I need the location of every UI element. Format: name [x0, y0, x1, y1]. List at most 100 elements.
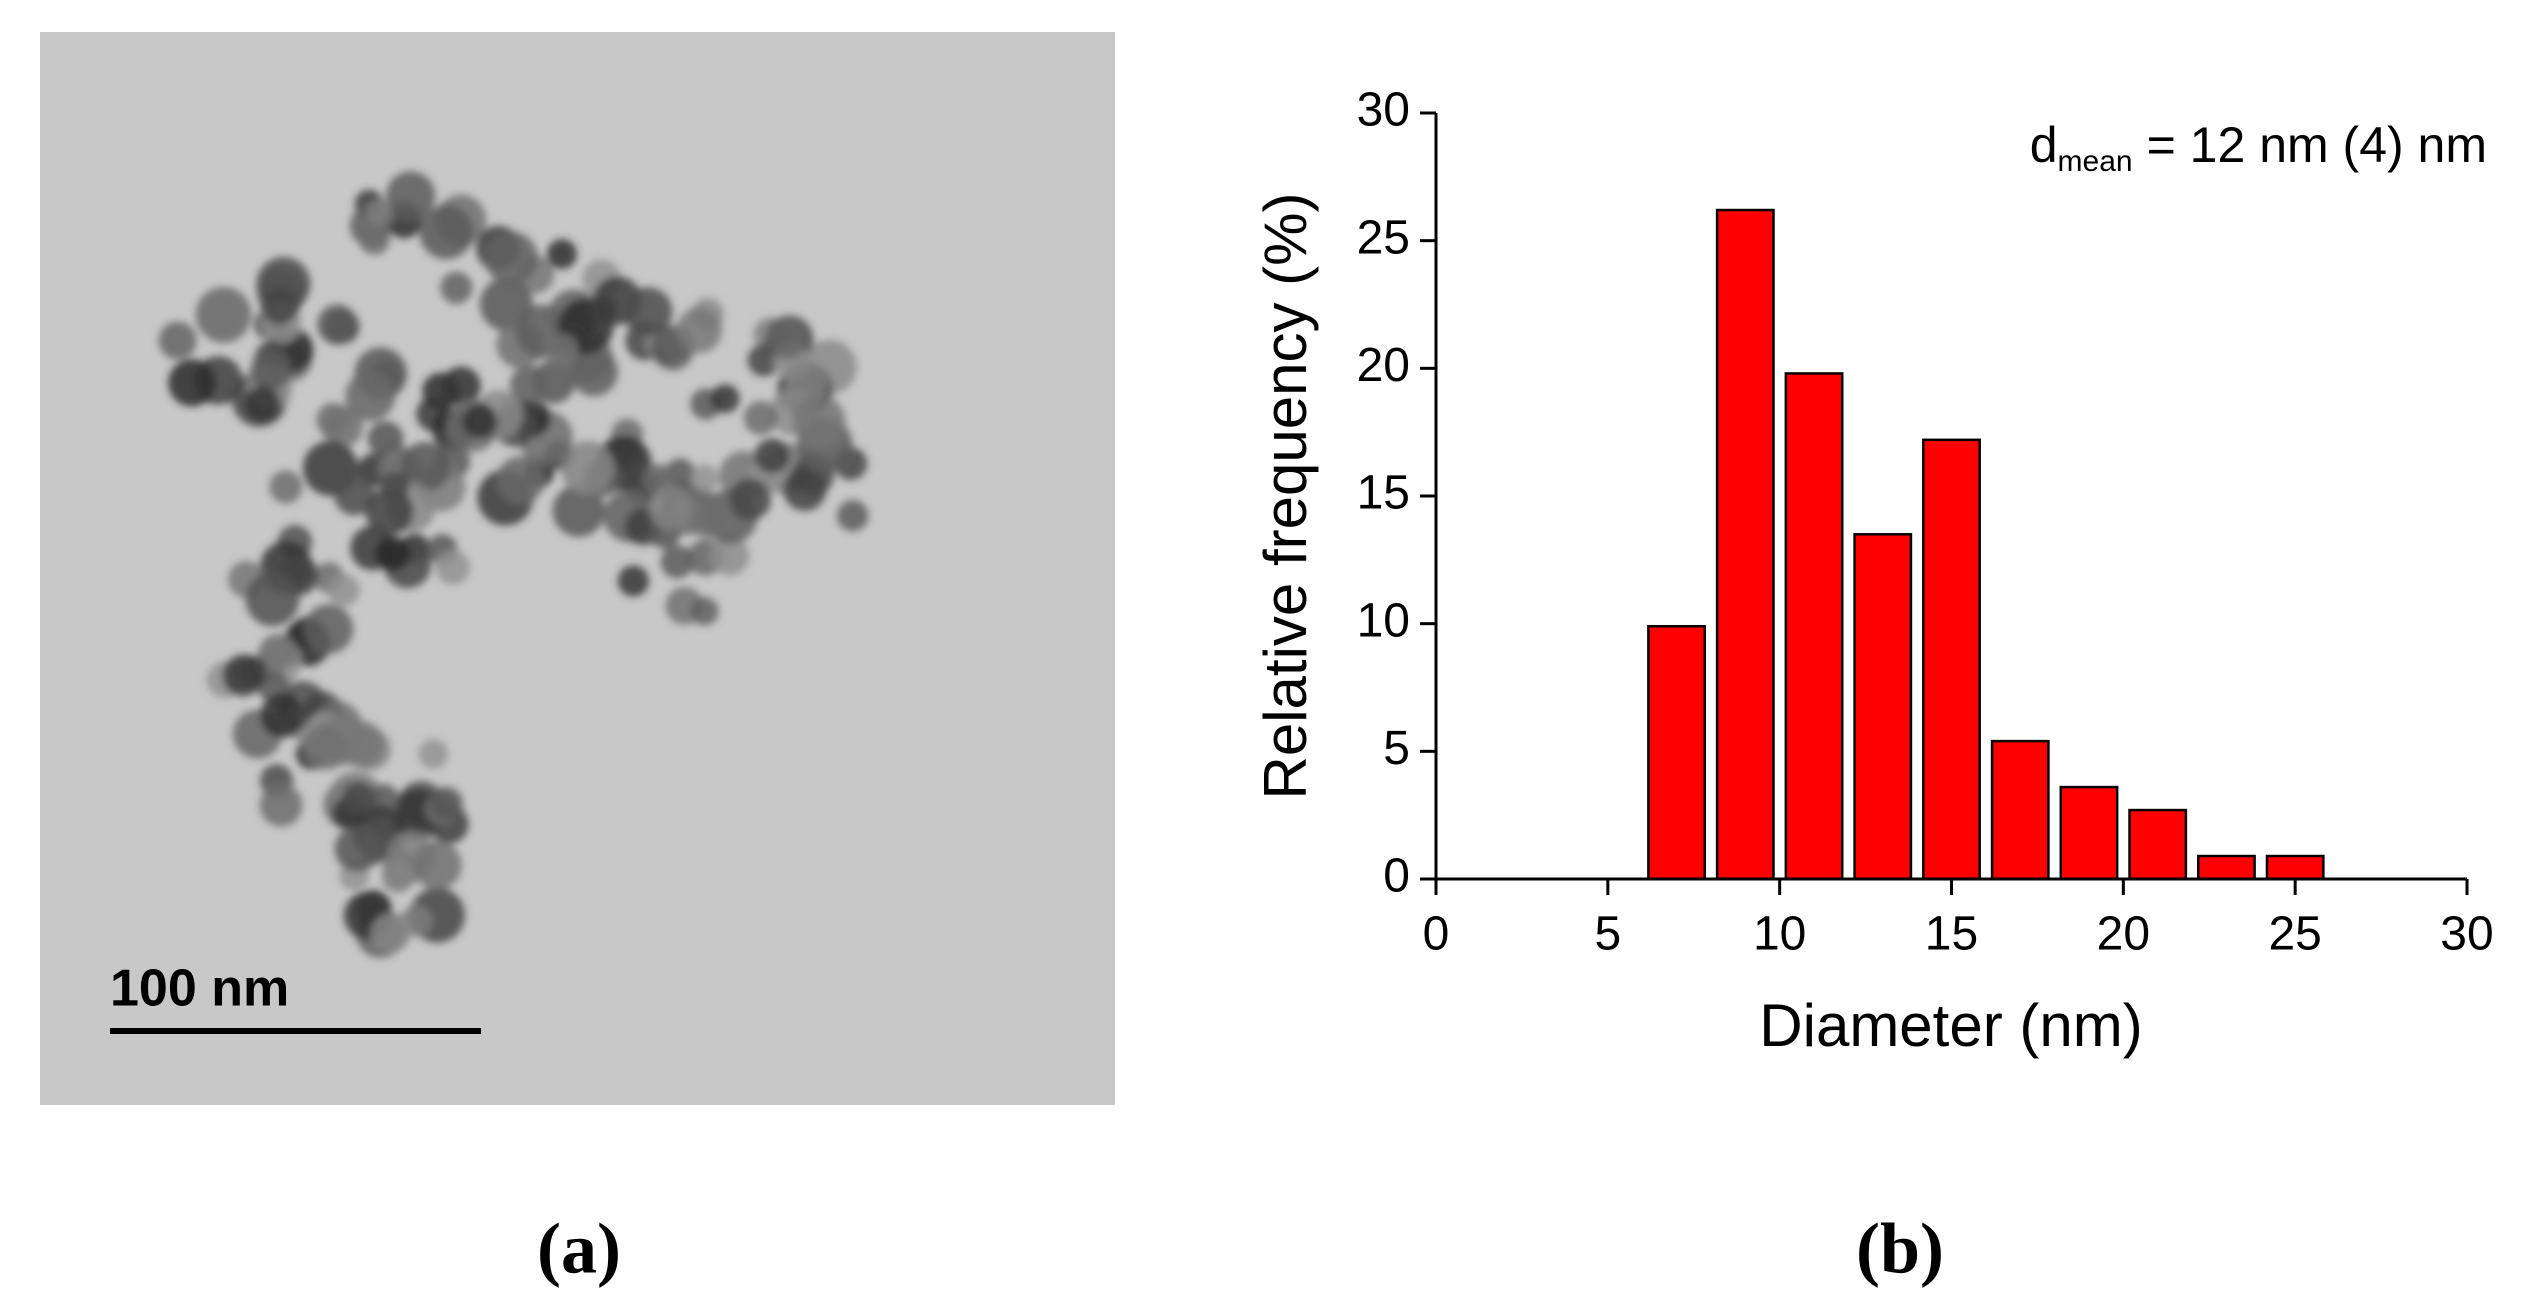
- bar: [1784, 372, 1844, 881]
- bar: [2059, 785, 2119, 881]
- nanoparticle: [783, 467, 827, 512]
- nanoparticle: [260, 693, 306, 738]
- nanoparticle: [259, 783, 303, 827]
- x-tick-label: 25: [2268, 908, 2321, 961]
- nanoparticle: [690, 464, 719, 493]
- nanoparticle: [435, 550, 471, 585]
- nanoparticle: [837, 500, 869, 532]
- x-tick-label: 5: [1594, 908, 1621, 961]
- bar: [1990, 739, 2050, 881]
- nanoparticle: [441, 366, 481, 406]
- bar: [2128, 808, 2188, 881]
- nanoparticle: [365, 487, 414, 536]
- annotation-base: d: [2030, 117, 2058, 173]
- nanoparticle: [676, 307, 722, 354]
- nanoparticle: [321, 405, 364, 448]
- annotation: dmean = 12 nm (4) nm: [2030, 117, 2487, 178]
- nanoparticle: [546, 239, 577, 270]
- x-tick-label: 10: [1753, 908, 1806, 961]
- nanoparticle-cluster: [158, 171, 869, 958]
- nanoparticle: [440, 271, 473, 304]
- nanoparticle: [429, 786, 463, 821]
- nanoparticle: [496, 456, 545, 504]
- nanoparticle: [660, 545, 694, 579]
- nanoparticle: [552, 484, 606, 537]
- tem-image: [40, 32, 1115, 1105]
- nanoparticle: [269, 470, 303, 504]
- x-tick-label: 20: [2097, 908, 2150, 961]
- nanoparticle: [386, 171, 436, 221]
- nanoparticle: [342, 781, 376, 815]
- nanoparticle: [375, 536, 411, 571]
- nanoparticle: [334, 825, 381, 872]
- panel-label: (b): [1856, 1209, 1944, 1289]
- nanoparticle: [648, 485, 694, 531]
- nanoparticle: [326, 573, 360, 607]
- y-tick-label: 25: [1357, 211, 1410, 264]
- nanoparticle: [690, 597, 719, 626]
- nanoparticle: [709, 535, 750, 576]
- bar: [1715, 208, 1775, 881]
- nanoparticle: [244, 385, 280, 422]
- nanoparticle: [785, 361, 829, 405]
- bar: [2265, 854, 2325, 881]
- scale-bar-label: 100 nm: [110, 960, 289, 1018]
- nanoparticle: [754, 438, 790, 474]
- nanoparticle: [381, 860, 414, 894]
- nanoparticle: [418, 739, 449, 769]
- nanoparticle: [366, 199, 395, 228]
- x-tick-label: 15: [1925, 908, 1978, 961]
- nanoparticle: [334, 474, 375, 516]
- nanoparticle: [484, 231, 538, 285]
- bar: [1647, 624, 1706, 881]
- nanoparticle: [345, 371, 396, 422]
- nanoparticle: [419, 205, 474, 260]
- nanoparticle: [261, 286, 300, 325]
- bar: [2197, 854, 2256, 881]
- nanoparticle: [303, 604, 354, 654]
- y-tick-label: 10: [1357, 594, 1410, 647]
- nanoparticle: [560, 440, 615, 495]
- nanoparticle: [685, 492, 732, 538]
- nanoparticle: [767, 319, 807, 359]
- x-axis-label: Diameter (nm): [1759, 992, 2142, 1059]
- nanoparticle: [729, 478, 772, 521]
- nanoparticle: [158, 321, 197, 360]
- nanoparticle: [168, 359, 216, 407]
- bar: [1853, 533, 1913, 881]
- y-tick-label: 0: [1383, 850, 1410, 903]
- nanoparticle: [412, 840, 462, 890]
- nanoparticle: [743, 400, 778, 435]
- nanoparticle: [317, 304, 358, 345]
- nanoparticle: [569, 347, 618, 397]
- annotation-subscript: mean: [2058, 145, 2133, 178]
- x-tick-label: 0: [1423, 908, 1450, 961]
- panel-label: (a): [537, 1209, 621, 1289]
- nanoparticle: [545, 333, 579, 366]
- nanoparticle: [400, 441, 451, 492]
- nanoparticle: [792, 395, 846, 448]
- nanoparticle: [370, 912, 411, 953]
- nanoparticle: [358, 223, 391, 255]
- y-axis-label: Relative frequency (%): [1252, 193, 1319, 800]
- nanoparticle: [710, 384, 740, 414]
- y-tick-label: 5: [1383, 722, 1410, 775]
- x-tick-label: 30: [2440, 908, 2493, 961]
- nanoparticle: [302, 724, 349, 771]
- y-tick-label: 20: [1357, 339, 1410, 392]
- y-tick-label: 30: [1357, 84, 1410, 137]
- nanoparticle: [245, 572, 300, 627]
- annotation-text: = 12 nm (4) nm: [2147, 117, 2487, 173]
- nanoparticle: [617, 565, 650, 597]
- nanoparticle: [509, 365, 548, 404]
- nanoparticle: [380, 472, 410, 501]
- bar: [1922, 438, 1981, 881]
- nanoparticle: [258, 633, 297, 672]
- nanoparticle: [195, 286, 252, 343]
- nanoparticle: [623, 287, 673, 337]
- nanoparticle: [222, 654, 265, 697]
- nanoparticle: [250, 349, 292, 391]
- y-tick-label: 15: [1357, 467, 1410, 520]
- nanoparticle: [462, 403, 497, 439]
